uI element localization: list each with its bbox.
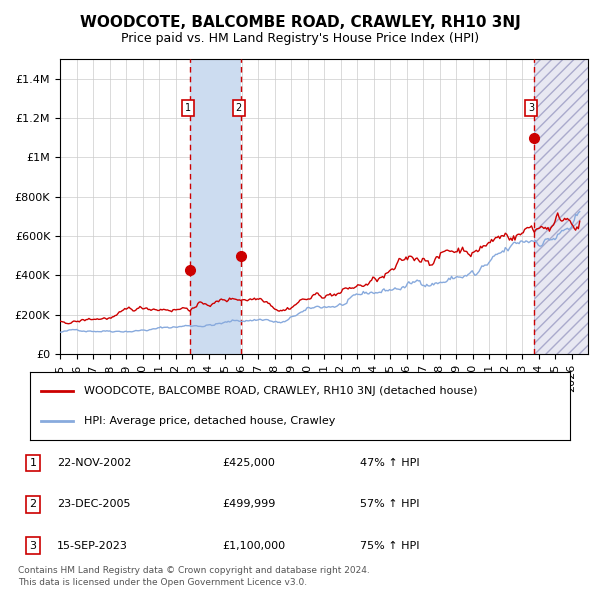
Text: £425,000: £425,000 xyxy=(222,458,275,468)
Text: This data is licensed under the Open Government Licence v3.0.: This data is licensed under the Open Gov… xyxy=(18,578,307,587)
Text: 15-SEP-2023: 15-SEP-2023 xyxy=(57,541,128,550)
Text: 1: 1 xyxy=(29,458,37,468)
Text: £1,100,000: £1,100,000 xyxy=(222,541,285,550)
Text: HPI: Average price, detached house, Crawley: HPI: Average price, detached house, Craw… xyxy=(84,415,335,425)
Text: 47% ↑ HPI: 47% ↑ HPI xyxy=(360,458,419,468)
Text: 2: 2 xyxy=(29,500,37,509)
Text: 57% ↑ HPI: 57% ↑ HPI xyxy=(360,500,419,509)
Text: Contains HM Land Registry data © Crown copyright and database right 2024.: Contains HM Land Registry data © Crown c… xyxy=(18,566,370,575)
Text: Price paid vs. HM Land Registry's House Price Index (HPI): Price paid vs. HM Land Registry's House … xyxy=(121,32,479,45)
Text: 75% ↑ HPI: 75% ↑ HPI xyxy=(360,541,419,550)
Text: WOODCOTE, BALCOMBE ROAD, CRAWLEY, RH10 3NJ (detached house): WOODCOTE, BALCOMBE ROAD, CRAWLEY, RH10 3… xyxy=(84,386,478,396)
Bar xyxy=(533,59,588,354)
Bar xyxy=(190,59,241,354)
Text: £499,999: £499,999 xyxy=(222,500,275,509)
Text: 3: 3 xyxy=(29,541,37,550)
Text: WOODCOTE, BALCOMBE ROAD, CRAWLEY, RH10 3NJ: WOODCOTE, BALCOMBE ROAD, CRAWLEY, RH10 3… xyxy=(80,15,520,30)
Text: 3: 3 xyxy=(528,103,534,113)
Text: 23-DEC-2005: 23-DEC-2005 xyxy=(57,500,131,509)
Text: 22-NOV-2002: 22-NOV-2002 xyxy=(57,458,131,468)
Text: 1: 1 xyxy=(185,103,191,113)
Text: 2: 2 xyxy=(236,103,242,113)
